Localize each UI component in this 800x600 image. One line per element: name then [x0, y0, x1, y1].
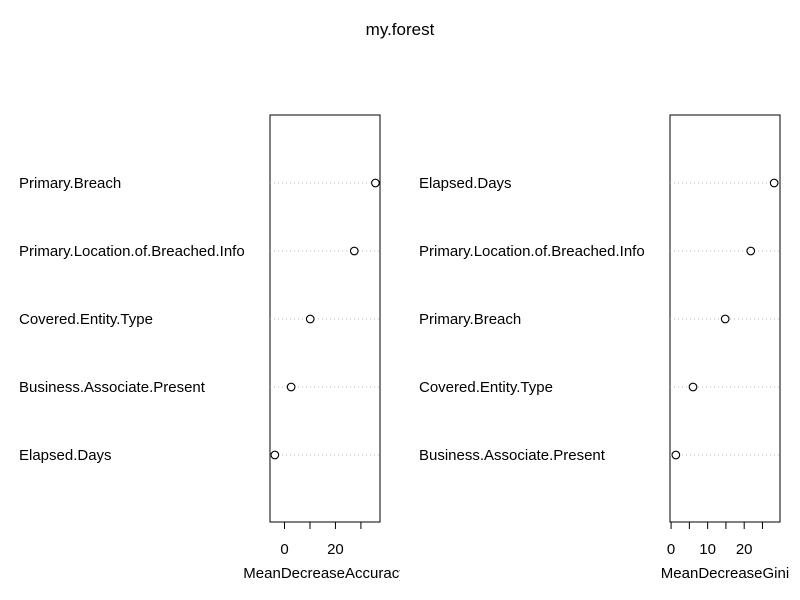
x-axis-title: MeanDecreaseAccuracy	[243, 565, 407, 582]
category-label: Primary.Location.of.Breached.Info	[419, 243, 645, 260]
data-point	[720, 314, 730, 324]
data-point	[671, 450, 681, 460]
data-point	[305, 314, 315, 324]
panel-1: Primary.Breach Primary.Location.of.Breach…	[19, 114, 407, 582]
category-label: Covered.Entity.Type	[419, 379, 553, 396]
data-point	[371, 178, 380, 188]
x-tick-label: 10	[699, 541, 716, 558]
category-label: Business.Associate.Present	[19, 379, 206, 396]
category-label: Elapsed.Days	[19, 447, 112, 464]
x-axis-title: MeanDecreaseGini	[661, 565, 789, 582]
category-label: Business.Associate.Present	[419, 447, 606, 464]
panel-2: Elapsed.Days Primary.Location.of.Breached…	[419, 114, 789, 582]
data-point	[286, 382, 296, 392]
category-label: Covered.Entity.Type	[19, 311, 153, 328]
x-tick-label: 20	[736, 541, 753, 558]
data-point	[746, 246, 756, 256]
data-point	[688, 382, 698, 392]
category-label: Primary.Location.of.Breached.Info	[19, 243, 245, 260]
x-tick-label: 0	[667, 541, 675, 558]
category-label: Primary.Breach	[19, 175, 121, 192]
data-point	[270, 450, 280, 460]
category-label: Elapsed.Days	[419, 175, 512, 192]
chart-title: my.forest	[366, 20, 435, 39]
x-tick-label: 0	[280, 541, 288, 558]
data-point	[349, 246, 359, 256]
category-label: Primary.Breach	[419, 311, 521, 328]
x-tick-label: 20	[327, 541, 344, 558]
data-point	[769, 178, 779, 188]
